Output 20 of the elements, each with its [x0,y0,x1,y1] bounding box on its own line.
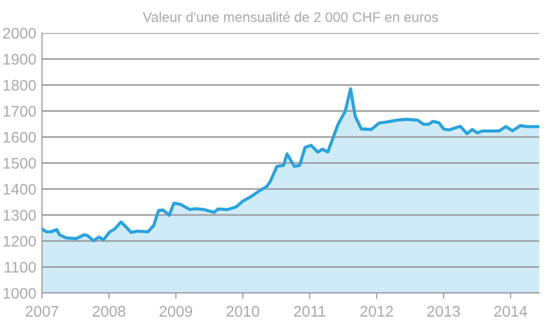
y-tick-label: 2000 [3,28,36,39]
y-tick-label: 1800 [4,80,36,91]
x-tick-label: 2013 [427,306,460,317]
x-tick-label: 2014 [494,306,528,317]
x-tick-label: 2011 [294,306,326,317]
y-tick-label: 1300 [4,210,36,221]
y-tick-label: 1900 [4,54,36,65]
x-tick-label: 2009 [160,306,192,317]
y-tick-label: 1700 [4,106,36,117]
y-tick-label: 1400 [4,184,36,195]
y-tick-label: 1100 [4,262,36,273]
y-tick-label: 1600 [4,132,36,143]
x-tick-label: 2012 [360,306,393,317]
y-tick-label: 1500 [4,158,36,169]
x-tick-label: 2008 [92,306,126,317]
x-tick-label: 2007 [26,306,58,317]
y-tick-label: 1200 [4,236,36,247]
x-tick-label: 2010 [226,306,260,317]
chart-title: Valeur d'une mensualité de 2 000 CHF en euros [142,12,438,22]
y-tick-label: 1000 [4,288,36,299]
